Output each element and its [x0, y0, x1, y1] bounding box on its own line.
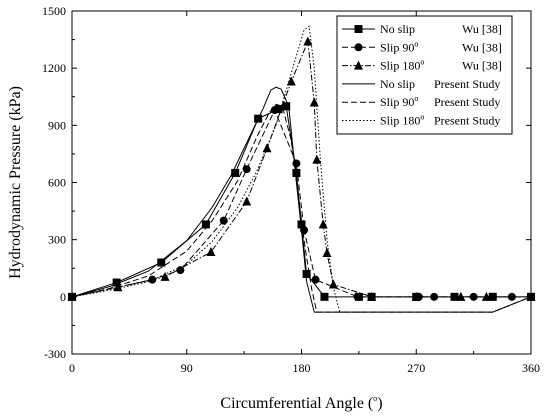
- y-tick-label: -300: [44, 347, 66, 361]
- y-tick-label: 300: [48, 233, 66, 247]
- legend-source: Present Study: [434, 77, 500, 91]
- data-point-square: [320, 292, 329, 301]
- data-point-circle: [270, 106, 279, 115]
- x-tick-label: 180: [293, 361, 311, 375]
- legend-label: Slip 180o: [380, 113, 424, 128]
- data-point-square: [488, 292, 497, 301]
- x-tick-label: 270: [407, 361, 425, 375]
- legend-label: No slip: [380, 77, 415, 91]
- data-point-triangle: [242, 196, 252, 206]
- legend-label: Slip 90o: [380, 39, 418, 54]
- legend-source: Wu [38]: [462, 22, 502, 36]
- y-axis-label: Hydrodynamic Pressure (kPa): [7, 86, 24, 279]
- legend-source: Present Study: [434, 95, 500, 109]
- y-tick-label: 900: [48, 118, 66, 132]
- legend-label: No slip: [380, 22, 415, 36]
- legend-swatch-marker: [354, 25, 363, 33]
- legend-source: Wu [38]: [462, 40, 502, 54]
- data-point-triangle: [481, 291, 491, 301]
- data-point-circle: [469, 292, 478, 301]
- y-tick-label: 1200: [42, 61, 66, 75]
- data-point-triangle: [312, 154, 322, 164]
- legend-swatch-marker: [354, 60, 363, 70]
- legend-items: No slip Wu [38] Slip 90o Wu [38] Slip 180o Wu…: [342, 22, 502, 128]
- data-point-triangle: [318, 219, 328, 229]
- x-axis-label: Circumferential Angle (o): [220, 394, 382, 412]
- data-point-square: [282, 102, 291, 111]
- data-point-triangle: [113, 282, 123, 292]
- y-tick-label: 0: [60, 290, 66, 304]
- legend-swatch-marker: [354, 43, 363, 52]
- legend-label: Slip 180o: [380, 58, 424, 73]
- data-point-circle: [242, 165, 251, 174]
- axis-ticks: [71, 10, 532, 355]
- data-point-triangle: [322, 248, 332, 258]
- data-point-triangle: [206, 247, 216, 257]
- data-point-square: [157, 258, 166, 267]
- data-point-circle: [430, 292, 439, 301]
- data-point-circle: [353, 292, 362, 301]
- legend-box: [336, 15, 513, 135]
- series-line-2: [71, 41, 531, 298]
- data-point-square: [302, 269, 311, 278]
- data-point-square: [231, 168, 240, 177]
- data-point-triangle: [262, 143, 272, 153]
- data-point-triangle: [328, 279, 338, 289]
- x-tick-label: 90: [181, 361, 193, 375]
- data-point-square: [450, 292, 459, 301]
- series-line-5: [71, 25, 532, 313]
- data-point-square: [292, 168, 301, 177]
- series-line-0: [71, 105, 531, 298]
- y-tick-label: 600: [48, 176, 66, 190]
- data-point-triangle: [309, 97, 319, 107]
- legend: No slip Wu [38] Slip 90o Wu [38] Slip 180o Wu…: [336, 15, 513, 135]
- data-point-triangle: [303, 36, 313, 46]
- y-tick-label: 1500: [42, 4, 66, 18]
- data-point-circle: [507, 292, 516, 301]
- data-point-circle: [311, 275, 320, 284]
- data-point-square: [297, 220, 306, 229]
- data-point-circle: [219, 216, 228, 225]
- data-point-triangle: [411, 291, 421, 301]
- data-point-triangle: [456, 291, 466, 301]
- series-line-3: [71, 86, 532, 313]
- legend-label: Slip 90o: [380, 94, 418, 109]
- data-point-square: [254, 114, 263, 123]
- data-point-circle: [176, 266, 185, 275]
- data-point-square: [112, 278, 121, 287]
- data-point-square: [201, 220, 210, 229]
- x-tick-label: 0: [69, 361, 75, 375]
- data-point-circle: [148, 275, 157, 284]
- legend-source: Present Study: [434, 114, 500, 128]
- data-point-triangle: [160, 271, 170, 281]
- data-point-circle: [292, 159, 301, 168]
- data-point-triangle: [286, 76, 296, 86]
- legend-source: Wu [38]: [462, 59, 502, 73]
- data-point-circle: [300, 226, 309, 235]
- x-tick-label: 360: [522, 361, 540, 375]
- data-point-triangle: [367, 291, 377, 301]
